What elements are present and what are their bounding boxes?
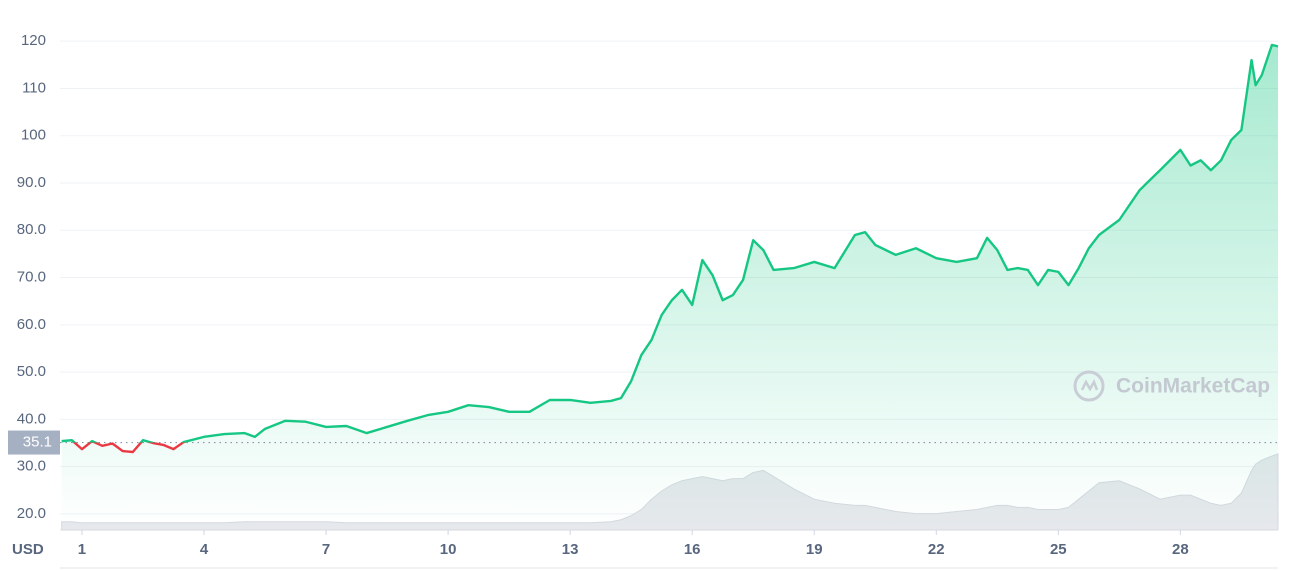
plot-layer: 35.1 [8, 43, 1279, 531]
y-tick-label: 80.0 [17, 221, 46, 238]
y-tick-label: 120 [21, 32, 46, 49]
x-tick-label: 28 [1172, 541, 1189, 558]
watermark-logo-mark [1080, 379, 1099, 392]
x-tick-label: 19 [806, 541, 823, 558]
y-tick-label: 50.0 [17, 363, 46, 380]
x-tick-label: 4 [200, 541, 209, 558]
x-tick-label: 22 [928, 541, 945, 558]
y-tick-label: 20.0 [17, 505, 46, 522]
currency-label: USD [12, 541, 44, 558]
reference-label: 35.1 [23, 434, 52, 451]
x-tick-label: 7 [322, 541, 330, 558]
price-line [61, 43, 1279, 454]
y-tick-label: 60.0 [17, 316, 46, 333]
y-tick-label: 30.0 [17, 458, 46, 475]
price-area [61, 44, 1279, 531]
watermark-text: CoinMarketCap [1116, 375, 1270, 398]
watermark-logo [1073, 370, 1105, 402]
y-tick-label: 110 [22, 79, 46, 96]
x-tick-label: 25 [1050, 541, 1067, 558]
x-tick-label: 16 [684, 541, 701, 558]
watermark: CoinMarketCap [1073, 370, 1270, 402]
y-tick-label: 40.0 [17, 410, 46, 427]
y-tick-label: 100 [21, 127, 46, 144]
reference-label-box [8, 430, 60, 455]
y-tick-label: 90.0 [17, 174, 46, 191]
x-tick-label: 1 [78, 541, 86, 558]
x-tick-label: 13 [562, 541, 579, 558]
x-tick-label: 10 [440, 541, 457, 558]
y-tick-label: 70.0 [17, 269, 46, 286]
